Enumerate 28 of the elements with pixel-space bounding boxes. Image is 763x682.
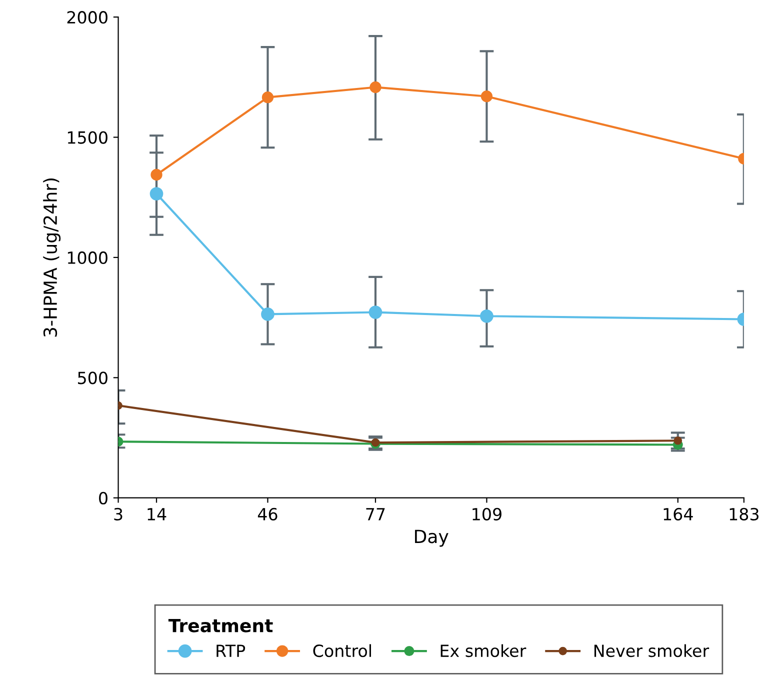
x-tick-label: 3: [114, 508, 122, 520]
y-tick-label: 500: [78, 372, 108, 384]
point: [262, 92, 274, 104]
point: [480, 90, 493, 102]
point: [150, 168, 162, 181]
legend-label: RTP: [216, 644, 246, 657]
y-tick-label: 1000: [68, 251, 108, 264]
point: [674, 436, 682, 445]
x-axis-title: Day: [415, 530, 448, 547]
point: [261, 308, 274, 321]
x-tick-label: 109: [472, 508, 502, 520]
x-tick-label: 77: [366, 508, 385, 520]
legend-title: Treatment: [168, 618, 273, 632]
point: [150, 187, 164, 200]
x-tick-label: 164: [664, 508, 693, 520]
y-tick-label: 0: [99, 492, 108, 504]
x-tick-label: 46: [258, 508, 278, 520]
point: [370, 81, 382, 94]
legend-label: Ex smoker: [440, 644, 526, 658]
y-tick-label: 2000: [67, 11, 108, 24]
point: [368, 306, 382, 319]
x-tick-label: 14: [148, 508, 166, 520]
point: [480, 309, 494, 323]
x-tick-label: 183: [730, 508, 758, 520]
legend-label: Never smoker: [594, 644, 710, 658]
legend-label: Control: [313, 644, 371, 658]
y-axis-title: 3-HPMA (ug/24hr): [43, 178, 61, 337]
y-tick-label: 1500: [68, 131, 108, 144]
